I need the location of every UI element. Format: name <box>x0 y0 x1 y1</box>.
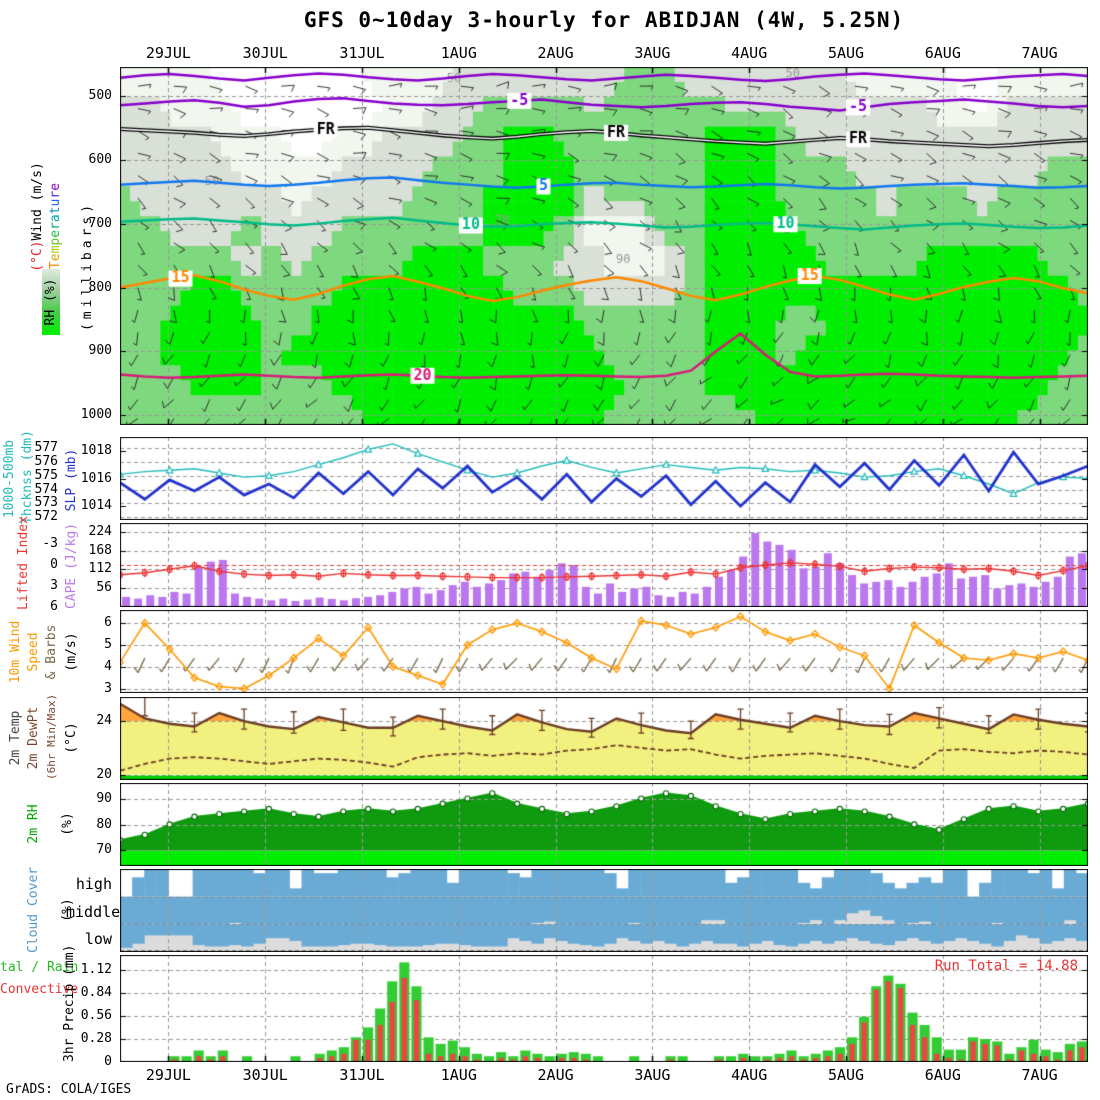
page-title: GFS 0~10day 3-hourly for ABIDJAN (4W, 5.… <box>303 8 905 32</box>
tick-label: -3 <box>42 536 58 551</box>
tick-label: 700 <box>88 215 112 231</box>
tick-label: 70 <box>96 842 112 858</box>
day-label: 31JUL <box>339 44 385 62</box>
tick-label: 112 <box>88 561 112 577</box>
wind10m-label-3: & Barbs <box>44 624 59 680</box>
tick-label: 3 <box>50 578 58 593</box>
tick-label: 500 <box>88 87 112 103</box>
upper-wind-unit-label-part: (°C) <box>30 240 45 272</box>
cloud-label: Cloud Cover <box>26 866 41 953</box>
gradient-letter: u <box>48 198 63 207</box>
day-label: 29JUL <box>145 44 191 62</box>
gradient-letter: r <box>48 222 63 230</box>
rh2m-panel <box>120 783 1088 866</box>
tick-label: 0.28 <box>80 1030 112 1046</box>
gradient-letter: T <box>48 261 63 270</box>
upper-wind-unit-label-part: Wind (m/s) <box>30 162 45 241</box>
gradient-letter: e <box>48 253 63 262</box>
tick-label: 6 <box>104 615 112 631</box>
gradient-letter: m <box>48 245 63 254</box>
tick-label: 90 <box>96 790 112 806</box>
day-label: 30JUL <box>242 1066 288 1084</box>
day-label: 29JUL <box>145 1066 191 1084</box>
grads-credit: GrADS: COLA/IGES <box>6 1082 132 1097</box>
tick-label: low <box>84 930 112 949</box>
rh-legend-chip: RH (%) <box>42 269 60 335</box>
tick-label: 6 <box>50 599 58 614</box>
tick-label: 20 <box>96 766 112 782</box>
millibars-label: (millibars) <box>80 200 95 332</box>
day-label: 1AUG <box>440 44 477 62</box>
gradient-letter: r <box>48 190 63 199</box>
day-label: 5AUG <box>827 1066 865 1084</box>
temperature-label: Temperature <box>48 178 64 274</box>
day-label: 4AUG <box>731 1066 768 1084</box>
tick-label: 577 <box>34 440 58 456</box>
day-label: 6AUG <box>924 1066 961 1084</box>
temp2m-label-3: (6hr Min/Max) <box>45 693 58 780</box>
gradient-letter: p <box>48 237 63 246</box>
cape-lifted-index-panel <box>120 523 1088 607</box>
day-label: 4AUG <box>731 44 768 62</box>
tick-label: 0 <box>50 557 58 572</box>
tick-label: 56 <box>96 580 112 596</box>
upper-air-panel <box>120 67 1088 425</box>
cloud-cover-panel <box>120 869 1088 952</box>
day-label: 6AUG <box>924 44 961 62</box>
tick-label: high <box>75 874 112 893</box>
day-label: 2AUG <box>537 44 574 62</box>
tick-label: 573 <box>34 495 58 511</box>
tick-label: 575 <box>34 467 58 483</box>
tick-label: 80 <box>96 816 112 832</box>
tick-label: 1.12 <box>80 961 112 977</box>
tick-label: 168 <box>88 542 112 558</box>
precip-total-label: tal / Rain <box>0 960 79 975</box>
day-label: 3AUG <box>634 44 671 62</box>
day-label: 30JUL <box>242 44 288 62</box>
tick-label: 24 <box>96 713 112 729</box>
tick-label: 1016 <box>80 470 112 486</box>
tick-label: 0.56 <box>80 1007 112 1023</box>
gradient-letter: a <box>48 214 63 223</box>
tick-label: 0 <box>104 1054 112 1069</box>
day-label: 1AUG <box>440 1066 477 1084</box>
day-label: 31JUL <box>339 1066 385 1084</box>
run-total-text: Run Total = 14.88 <box>934 958 1078 974</box>
gradient-letter: e <box>48 182 63 191</box>
day-label: 3AUG <box>634 1066 671 1084</box>
wind10m-label-1: 10m Wind <box>8 620 23 684</box>
wind10m-label-2: Speed <box>26 632 41 672</box>
temp2m-panel <box>120 697 1088 780</box>
tick-label: 224 <box>88 523 112 539</box>
tick-label: 800 <box>88 279 112 295</box>
slp-thickness-panel <box>120 437 1088 520</box>
day-label: 7AUG <box>1021 44 1058 62</box>
tick-label: 0.84 <box>80 984 112 1000</box>
day-label: 7AUG <box>1021 1066 1058 1084</box>
tick-label: 572 <box>34 509 58 525</box>
tick-label: 1014 <box>80 498 112 514</box>
tick-label: 1000 <box>80 407 112 423</box>
day-label: 2AUG <box>537 1066 574 1084</box>
tick-label: 1018 <box>80 442 112 458</box>
precip-conv-label: Convective <box>0 982 79 997</box>
gradient-letter: t <box>48 206 63 215</box>
tick-label: 4 <box>104 658 112 674</box>
precip-panel <box>120 955 1088 1062</box>
tick-label: 3 <box>104 680 112 696</box>
tick-label: 900 <box>88 343 112 359</box>
day-label: 5AUG <box>827 44 865 62</box>
tick-label: 600 <box>88 151 112 167</box>
tick-label: middle <box>66 902 121 921</box>
rh2m-label: 2m RH <box>26 804 41 844</box>
tick-label: 574 <box>34 481 58 497</box>
temp2m-label-1: 2m Temp <box>8 710 23 766</box>
temp2m-label-2: 2m DewPt <box>26 706 41 770</box>
tick-label: 5 <box>104 636 112 652</box>
wind10m-panel <box>120 610 1088 693</box>
tick-label: 576 <box>34 453 58 469</box>
gradient-letter: e <box>48 229 63 238</box>
